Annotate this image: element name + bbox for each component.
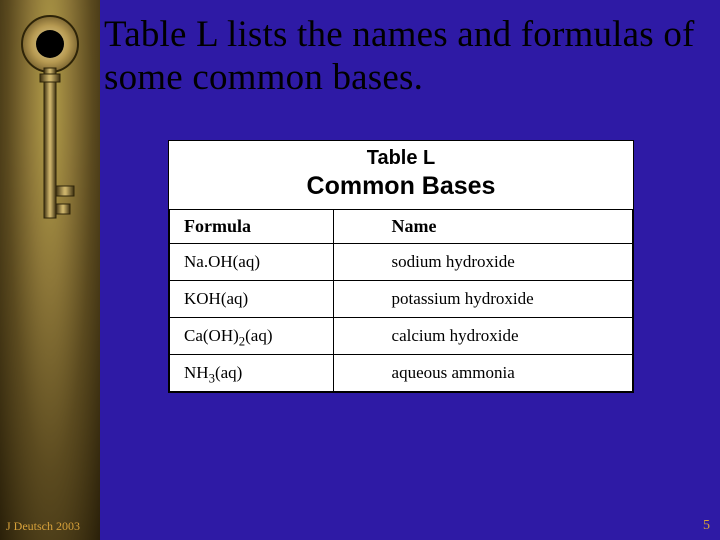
col-formula: Formula (170, 210, 334, 244)
slide-title: Table L lists the names and formulas of … (104, 14, 704, 99)
cell-name: aqueous ammonia (333, 355, 632, 392)
table-header-row: Formula Name (170, 210, 633, 244)
table-row: Ca(OH)2(aq)calcium hydroxide (170, 318, 633, 355)
footer-credit: J Deutsch 2003 (6, 519, 80, 534)
table-caption-line1: Table L (169, 147, 633, 170)
cell-formula: NH3(aq) (170, 355, 334, 392)
table-row: NH3(aq)aqueous ammonia (170, 355, 633, 392)
table-row: KOH(aq)potassium hydroxide (170, 281, 633, 318)
slide-number: 5 (703, 518, 710, 534)
table-row: Na.OH(aq)sodium hydroxide (170, 244, 633, 281)
cell-name: potassium hydroxide (333, 281, 632, 318)
sidebar-texture (0, 0, 100, 540)
table-container: Table L Common Bases Formula Name Na.OH(… (168, 140, 634, 393)
cell-name: sodium hydroxide (333, 244, 632, 281)
col-name: Name (333, 210, 632, 244)
cell-name: calcium hydroxide (333, 318, 632, 355)
cell-formula: Ca(OH)2(aq) (170, 318, 334, 355)
cell-formula: Na.OH(aq) (170, 244, 334, 281)
table-caption: Table L Common Bases (169, 141, 633, 201)
key-icon (20, 10, 80, 270)
bases-table: Formula Name Na.OH(aq)sodium hydroxideKO… (169, 209, 633, 392)
cell-formula: KOH(aq) (170, 281, 334, 318)
slide: Table L lists the names and formulas of … (0, 0, 720, 540)
table-caption-line2: Common Bases (169, 172, 633, 201)
